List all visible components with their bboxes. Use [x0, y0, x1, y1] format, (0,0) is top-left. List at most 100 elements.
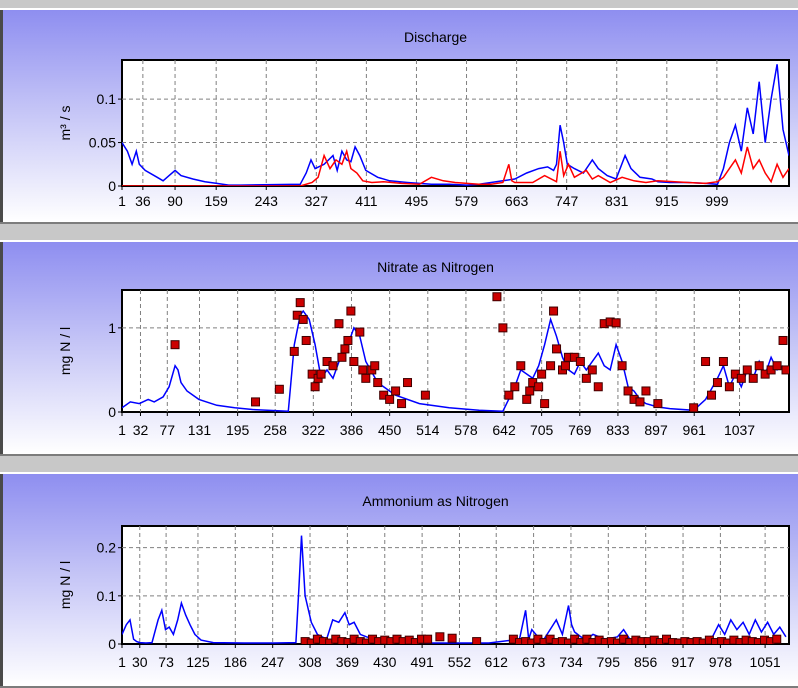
x-tick-label: 856 [634, 654, 658, 670]
x-tick-label: 369 [336, 654, 360, 670]
data-point [641, 386, 651, 396]
data-point [742, 365, 752, 375]
data-point [391, 386, 401, 396]
data-point [343, 335, 353, 345]
x-tick-label: 131 [188, 422, 212, 438]
y-tick-label: 0.1 [97, 91, 117, 107]
x-tick-label: 705 [530, 422, 554, 438]
data-point [623, 386, 633, 396]
x-tick-label: 734 [559, 654, 583, 670]
series-group [122, 292, 789, 412]
x-tick-label: 258 [264, 422, 288, 438]
data-point [355, 327, 365, 337]
x-tick-label: 917 [671, 654, 695, 670]
x-tick-label: 663 [505, 193, 529, 209]
x-tick-label: 247 [261, 654, 285, 670]
x-tick-label: 552 [448, 654, 472, 670]
y-axis-label: mg N / l [57, 327, 73, 375]
data-point [420, 390, 430, 400]
data-point [298, 314, 308, 324]
data-point [385, 394, 395, 404]
x-tick-label: 327 [305, 193, 329, 209]
data-point [397, 399, 407, 409]
data-point [724, 382, 734, 392]
data-point [498, 323, 508, 333]
x-tick-label: 195 [226, 422, 250, 438]
y-tick-label: 0 [108, 178, 116, 194]
series-line [122, 64, 789, 186]
x-tick-label: 32 [133, 422, 149, 438]
nitrate-panel: Nitrate as Nitrogen 0 1 mg N / l 1 32 77 131 195… [0, 240, 798, 456]
x-tick-label: 1 [118, 654, 126, 670]
data-point [546, 361, 556, 371]
y-tick-label: 0.05 [89, 135, 116, 151]
data-point [701, 357, 711, 367]
data-point [537, 369, 547, 379]
data-point [435, 632, 445, 642]
series-group [122, 535, 787, 644]
series-line [122, 146, 789, 186]
data-point [560, 361, 570, 371]
discharge-chart: Discharge 0 0.05 0.1 m³ / s 1 36 90 159 243 327 411… [57, 29, 790, 209]
panel-border [0, 474, 3, 686]
x-tick-label: 1051 [750, 654, 781, 670]
x-tick-label: 578 [454, 422, 478, 438]
y-tick-label: 0 [108, 636, 116, 652]
x-tick-label: 73 [158, 654, 174, 670]
data-point [340, 344, 350, 354]
chart-title: Nitrate as Nitrogen [377, 259, 494, 275]
data-point [617, 361, 627, 371]
panel-border [0, 242, 3, 454]
data-point [504, 390, 514, 400]
data-point [337, 352, 347, 362]
data-point [346, 306, 356, 316]
data-point [403, 378, 413, 388]
data-point [310, 382, 320, 392]
x-tick-label: 450 [378, 422, 402, 438]
data-point [689, 403, 699, 412]
data-point [358, 365, 368, 375]
ammonium-panel: Ammonium as Nitrogen 0 0.1 0.2 mg N / l 1 30 73… [0, 472, 798, 688]
x-tick-label: 1 [118, 193, 126, 209]
x-tick-label: 186 [224, 654, 248, 670]
y-tick-label: 0 [108, 404, 116, 420]
data-point [635, 397, 645, 407]
x-tick-label: 243 [255, 193, 279, 209]
data-point [334, 319, 344, 329]
y-axis-label: m³ / s [57, 106, 73, 141]
data-point [748, 373, 758, 383]
data-point [370, 361, 380, 371]
data-point [781, 365, 789, 375]
chart-title: Discharge [404, 29, 467, 45]
x-tick-label: 514 [416, 422, 440, 438]
data-point [472, 637, 482, 644]
data-point [772, 634, 782, 644]
discharge-panel: Discharge 0 0.05 0.1 m³ / s 1 36 90 159 243 327 411… [0, 8, 798, 224]
data-point [754, 361, 764, 371]
data-point [552, 344, 562, 354]
data-point [540, 399, 550, 409]
data-point [447, 633, 457, 643]
x-tick-label: 491 [410, 654, 434, 670]
series-group [122, 64, 789, 186]
data-point [525, 386, 535, 396]
data-point [718, 357, 728, 367]
x-tick-label: 77 [160, 422, 176, 438]
plot-area [121, 525, 790, 645]
x-tick-label: 831 [605, 193, 629, 209]
panel-border [0, 10, 3, 222]
data-point [534, 382, 544, 392]
x-tick-label: 999 [705, 193, 729, 209]
y-tick-label: 0.2 [97, 540, 117, 556]
data-point [778, 335, 788, 345]
x-tick-label: 747 [555, 193, 579, 209]
data-point [653, 399, 663, 409]
data-point [581, 373, 591, 383]
x-tick-label: 36 [135, 193, 151, 209]
ammonium-chart: Ammonium as Nitrogen 0 0.1 0.2 mg N / l 1 30 73… [57, 493, 790, 670]
data-point [289, 346, 299, 356]
y-axis-label: mg N / l [57, 561, 73, 609]
data-point [361, 373, 371, 383]
data-point [707, 390, 717, 400]
data-point [510, 382, 520, 392]
